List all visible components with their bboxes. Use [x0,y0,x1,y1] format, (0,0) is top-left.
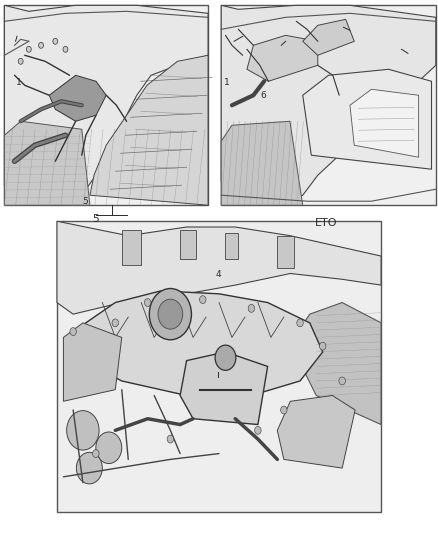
Polygon shape [90,55,208,205]
Polygon shape [277,395,355,468]
Circle shape [18,58,23,64]
Polygon shape [4,5,208,205]
Text: 5: 5 [92,214,99,224]
Polygon shape [290,303,381,424]
Polygon shape [303,19,354,55]
Polygon shape [64,323,122,401]
Circle shape [26,46,31,52]
Bar [122,230,141,265]
Circle shape [158,299,183,329]
Circle shape [167,435,173,443]
Text: 1: 1 [224,78,230,87]
Circle shape [149,288,191,340]
Circle shape [53,38,58,44]
Polygon shape [221,5,436,205]
Bar [221,5,436,205]
Text: 5: 5 [82,197,88,206]
Bar [57,221,381,512]
Polygon shape [57,221,381,314]
Polygon shape [247,35,318,82]
Polygon shape [221,122,303,205]
Circle shape [254,426,261,434]
Circle shape [200,296,206,304]
Text: ETO: ETO [315,218,338,228]
Circle shape [281,406,287,414]
Circle shape [319,342,326,350]
Circle shape [248,304,254,312]
Circle shape [215,345,236,370]
Circle shape [96,432,122,464]
Polygon shape [180,352,268,424]
Circle shape [145,298,151,306]
Text: 1: 1 [15,78,21,87]
Bar [4,5,208,205]
Bar [226,233,238,259]
Bar [277,236,293,268]
Bar [180,230,196,259]
Circle shape [39,42,43,49]
Text: 6: 6 [260,92,266,100]
Circle shape [297,319,303,327]
Polygon shape [303,69,431,169]
Text: 2: 2 [286,56,292,64]
Polygon shape [350,89,419,157]
Polygon shape [49,75,106,122]
Polygon shape [73,291,323,395]
Circle shape [92,450,99,457]
Text: 3: 3 [393,113,399,122]
Circle shape [70,328,76,336]
Circle shape [76,453,102,484]
Circle shape [339,377,346,385]
Text: 4: 4 [215,270,221,279]
Polygon shape [4,122,90,205]
Circle shape [112,319,119,327]
Circle shape [67,410,99,450]
Circle shape [63,46,68,52]
